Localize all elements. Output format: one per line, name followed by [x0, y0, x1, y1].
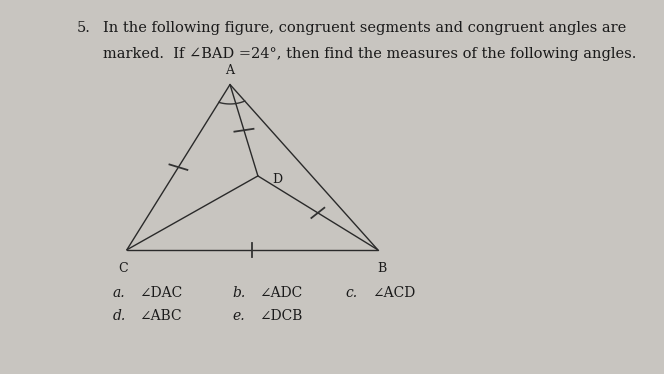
Text: ∠ACD: ∠ACD: [372, 286, 415, 300]
Text: C: C: [118, 261, 128, 275]
Text: ∠ADC: ∠ADC: [259, 286, 302, 300]
Text: 5.: 5.: [76, 21, 90, 34]
Text: marked.  If ∠BAD =24°, then find the measures of the following angles.: marked. If ∠BAD =24°, then find the meas…: [103, 47, 636, 61]
Text: a.: a.: [113, 286, 125, 300]
Text: ∠DAC: ∠DAC: [139, 286, 183, 300]
Text: In the following figure, congruent segments and congruent angles are: In the following figure, congruent segme…: [103, 21, 626, 34]
Text: ∠DCB: ∠DCB: [259, 309, 302, 322]
Text: A: A: [226, 64, 234, 77]
Text: B: B: [377, 261, 386, 275]
Text: e.: e.: [232, 309, 245, 322]
Text: c.: c.: [345, 286, 357, 300]
Text: d.: d.: [113, 309, 126, 322]
Text: D: D: [272, 173, 282, 186]
Text: b.: b.: [232, 286, 246, 300]
Text: ∠ABC: ∠ABC: [139, 309, 182, 322]
